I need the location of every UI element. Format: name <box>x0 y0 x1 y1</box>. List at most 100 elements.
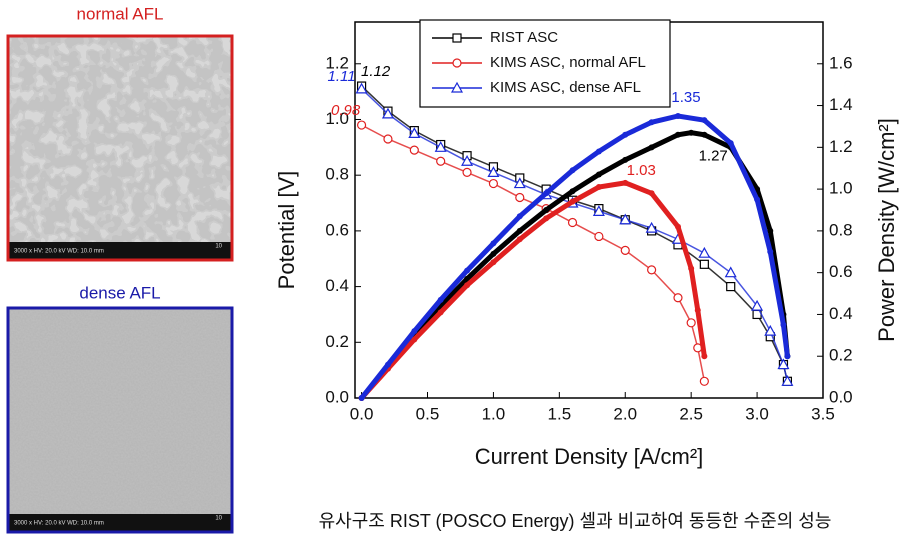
x-tick-label: 2.0 <box>613 404 637 423</box>
marker <box>620 245 630 255</box>
marker <box>622 131 629 138</box>
legend-marker <box>452 33 462 43</box>
marker <box>647 265 657 275</box>
sem-info-bar <box>9 242 231 259</box>
legend-label: RIST ASC <box>490 29 558 46</box>
x-tick-label: 3.5 <box>811 404 835 423</box>
legend-marker <box>452 58 462 68</box>
marker <box>516 213 523 220</box>
y2-tick-label: 1.0 <box>829 179 853 198</box>
data-label: 1.03 <box>627 162 656 179</box>
sem-texture <box>8 36 232 260</box>
caption: 유사구조 RIST (POSCO Energy) 셀과 비교하여 동등한 수준의… <box>319 511 832 531</box>
marker <box>436 156 446 166</box>
marker <box>701 353 708 360</box>
marker <box>767 227 774 234</box>
marker <box>595 171 602 178</box>
marker <box>516 236 523 243</box>
marker <box>464 267 471 274</box>
marker <box>543 190 550 197</box>
y2-tick-label: 1.6 <box>829 53 853 72</box>
marker <box>645 221 658 233</box>
marker <box>594 231 604 242</box>
x-tick-label: 0.0 <box>350 404 374 423</box>
y-tick-label: 0.0 <box>325 387 349 406</box>
marker <box>355 82 368 94</box>
marker <box>622 179 629 186</box>
image-frame <box>6 306 234 534</box>
marker <box>487 166 500 177</box>
potential-curve <box>361 124 706 382</box>
y-tick-label: 0.8 <box>325 165 349 184</box>
marker <box>464 282 471 289</box>
marker <box>569 198 576 205</box>
image-label: dense AFL <box>79 283 160 302</box>
marker <box>688 129 695 136</box>
marker <box>648 190 655 197</box>
marker <box>490 250 497 257</box>
marker <box>515 192 525 203</box>
marker <box>513 177 526 189</box>
marker <box>516 227 523 234</box>
marker <box>437 296 444 303</box>
marker <box>699 376 709 386</box>
y-tick-label: 0.4 <box>325 276 349 295</box>
marker <box>754 196 761 203</box>
marker <box>767 248 774 255</box>
marker <box>688 265 695 272</box>
marker <box>764 324 777 336</box>
marker <box>434 141 447 152</box>
marker <box>724 266 737 278</box>
marker <box>619 213 632 225</box>
marker <box>595 148 602 155</box>
y2-tick-label: 0.6 <box>829 262 853 281</box>
marker <box>595 184 602 191</box>
marker <box>784 353 791 360</box>
marker <box>674 113 681 119</box>
marker <box>384 361 391 368</box>
y2-tick-label: 0.8 <box>829 220 853 239</box>
data-label: 1.27 <box>699 148 728 165</box>
marker <box>777 358 790 370</box>
marker <box>701 131 708 138</box>
marker <box>411 328 418 335</box>
y-tick-label: 0.6 <box>325 220 349 239</box>
marker <box>461 155 474 166</box>
marker <box>674 223 681 230</box>
legend-label: KIMS ASC, normal AFL <box>490 54 646 71</box>
marker <box>751 299 764 311</box>
marker <box>781 375 794 386</box>
y-tick-label: 1.0 <box>325 109 349 128</box>
marker <box>780 321 787 328</box>
y2-tick-label: 0.2 <box>829 346 853 365</box>
x-tick-label: 2.5 <box>679 404 703 423</box>
marker <box>648 119 655 126</box>
marker <box>437 309 444 316</box>
marker <box>408 127 421 139</box>
image-label: normal AFL <box>77 4 164 23</box>
marker <box>569 167 576 174</box>
y-tick-label: 1.2 <box>325 53 349 72</box>
marker <box>694 307 701 314</box>
marker <box>726 281 736 292</box>
x-tick-label: 1.5 <box>548 404 572 423</box>
y-tick-label: 0.2 <box>325 332 349 351</box>
sem-texture <box>8 308 232 532</box>
marker <box>567 217 578 228</box>
legend-label: KIMS ASC, dense AFL <box>490 79 641 96</box>
marker <box>462 167 472 177</box>
marker <box>356 120 367 130</box>
marker <box>701 117 708 124</box>
sem-scale: 10 <box>215 516 222 522</box>
potential-curve <box>361 85 789 382</box>
marker <box>409 145 419 155</box>
potential-curve <box>361 88 789 382</box>
chart: 0.0 0.5 1.0 1.5 2.0 2.5 3.0 3.50.00.20.40.60.81… <box>274 19 899 469</box>
image-frame <box>6 34 234 262</box>
sem-info: 3000 x HV: 20.0 kV WD: 10.0 mm <box>14 249 104 255</box>
y2-axis-title: Power Density [W/cm²] <box>874 118 899 342</box>
x-tick-label: 0.5 <box>416 404 440 423</box>
power-curve <box>359 180 707 400</box>
